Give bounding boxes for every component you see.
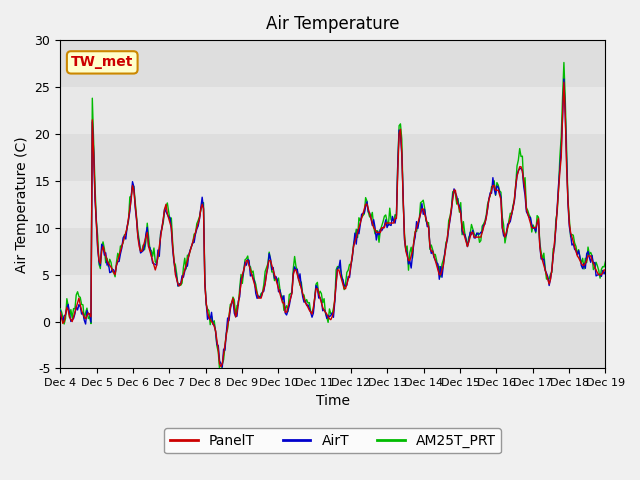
Title: Air Temperature: Air Temperature <box>266 15 399 33</box>
Y-axis label: Air Temperature (C): Air Temperature (C) <box>15 136 29 273</box>
Bar <box>60 134 605 181</box>
Bar <box>60 322 605 369</box>
Bar <box>60 228 605 275</box>
X-axis label: Time: Time <box>316 394 350 408</box>
Text: TW_met: TW_met <box>71 55 133 70</box>
Legend: PanelT, AirT, AM25T_PRT: PanelT, AirT, AM25T_PRT <box>164 428 501 454</box>
Bar <box>60 40 605 87</box>
